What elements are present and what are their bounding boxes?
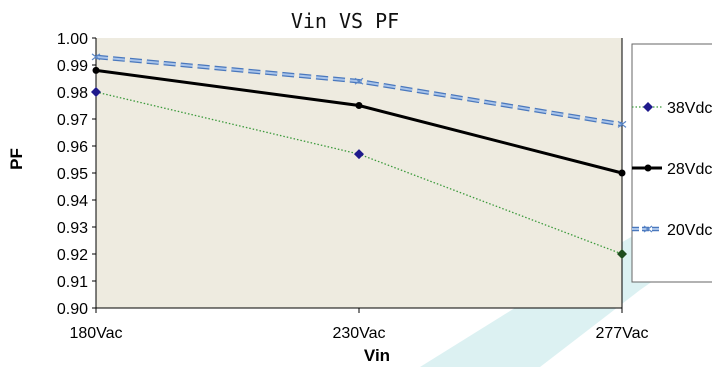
data-point-stroke	[354, 77, 364, 85]
legend-item-20Vdc: 20Vdc	[632, 222, 712, 239]
data-point-stroke	[91, 53, 101, 61]
legend-marker	[643, 102, 653, 112]
plot-area	[96, 38, 622, 308]
x-tick-label: 277Vac	[595, 325, 648, 342]
data-point	[617, 249, 627, 259]
y-tick-label: 0.95	[57, 166, 88, 183]
y-tick-label: 0.93	[57, 220, 88, 237]
data-point	[92, 66, 100, 74]
data-point	[618, 169, 626, 177]
y-tick-label: 0.91	[57, 274, 88, 291]
series-20Vdc	[91, 53, 627, 128]
y-tick-label: 0.92	[57, 247, 88, 264]
x-axis-label: Vin	[364, 346, 390, 365]
y-tick-label: 0.90	[57, 301, 88, 318]
y-tick-label: 0.98	[57, 85, 88, 102]
x-tick-label: 230Vac	[332, 325, 385, 342]
legend-label: 20Vdc	[667, 222, 712, 239]
data-point	[91, 53, 101, 61]
legend-box	[631, 43, 712, 283]
y-tick-label: 0.96	[57, 139, 88, 156]
legend-item-38Vdc: 38Vdc	[632, 100, 712, 117]
legend-marker	[643, 225, 653, 233]
legend-label: 38Vdc	[667, 100, 712, 117]
legend-item-28Vdc: 28Vdc	[632, 161, 712, 178]
data-point	[355, 102, 363, 109]
y-tick-label: 0.94	[57, 193, 88, 210]
data-point	[354, 77, 364, 85]
plot-layer: 0.90 0.91 0.92 0.93 0.94 0.95 0.96 0.97 0.98 0.99…	[57, 31, 649, 342]
data-point-stroke	[643, 225, 653, 233]
legend: 38Vdc 28Vdc 20Vdc	[631, 43, 712, 283]
data-point-stroke	[617, 120, 627, 128]
y-tick-label: 0.97	[57, 112, 88, 129]
y-tick-label: 0.99	[57, 58, 88, 75]
data-point	[617, 120, 627, 128]
data-point	[91, 87, 101, 97]
y-tick-label: 1.00	[57, 31, 88, 48]
series-28Vdc	[92, 66, 626, 177]
x-tick-label: 180Vac	[69, 325, 122, 342]
chart-title: Vin VS PF	[291, 9, 399, 33]
legend-marker	[644, 164, 652, 172]
y-axis-label: PF	[7, 148, 26, 170]
series-38Vdc	[91, 87, 627, 259]
data-point	[354, 149, 364, 160]
legend-label: 28Vdc	[667, 161, 712, 178]
